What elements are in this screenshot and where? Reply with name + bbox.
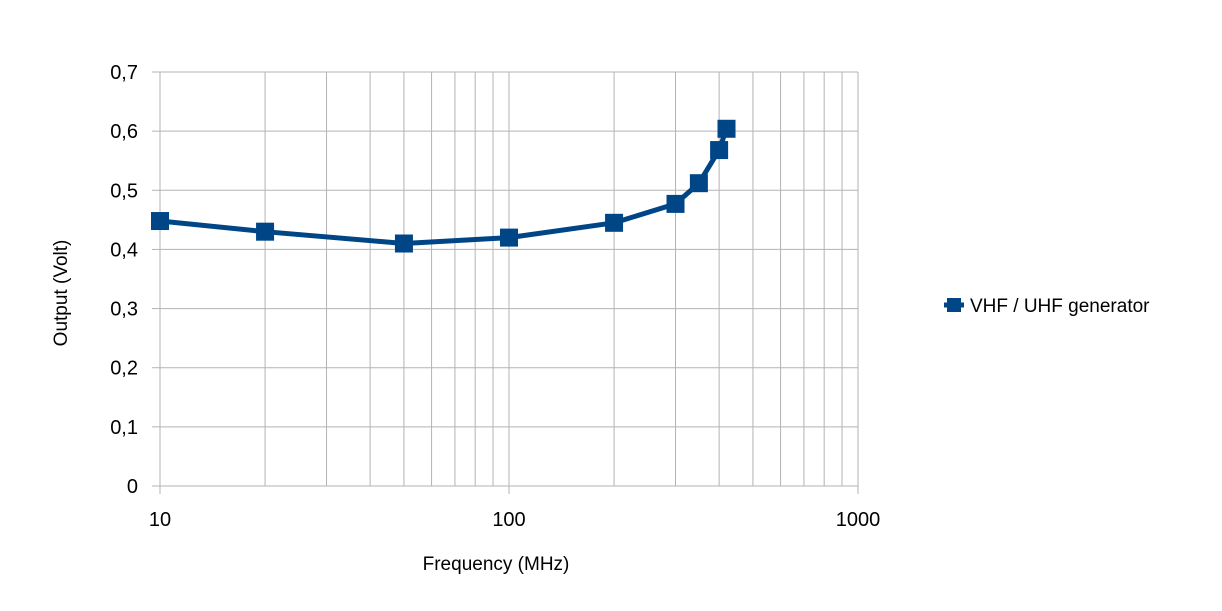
data-point [666,194,685,213]
data-point [256,222,275,241]
x-tick-label: 100 [492,509,525,531]
y-tick-label: 0,6 [110,121,138,143]
data-point [710,141,729,160]
legend-marker [947,298,961,312]
data-point [500,228,518,247]
chart-grid [159,71,859,487]
x-tick-label: 10 [149,509,171,531]
legend-label: VHF / UHF generator [970,296,1150,317]
x-tick-label: 1000 [836,509,881,531]
data-point [151,212,169,231]
y-tick-label: 0,2 [110,358,138,380]
y-tick-label: 0,3 [110,299,138,321]
data-point [717,119,736,138]
y-tick-label: 0 [127,476,138,498]
chart-series [151,119,736,253]
data-point [394,234,413,253]
tick-labels: 0 0,1 0,2 0,3 0,4 0,5 0,6 0,7 10 100 1000 [110,62,880,531]
y-tick-label: 0,7 [110,62,138,84]
y-tick-label: 0,4 [110,239,138,261]
y-tick-label: 0,5 [110,180,138,202]
x-axis-title: Frequency (MHz) [423,554,570,575]
data-point [605,213,624,232]
chart-axes [152,71,859,494]
y-tick-label: 0,1 [110,417,138,439]
y-axis-title: Output (Volt) [51,240,72,347]
series-line [159,127,729,246]
data-point [689,174,708,193]
legend: VHF / UHF generator [944,296,1150,317]
